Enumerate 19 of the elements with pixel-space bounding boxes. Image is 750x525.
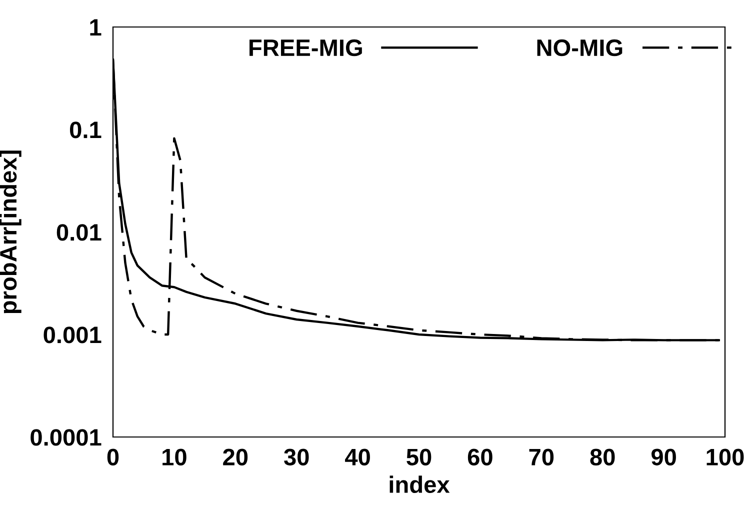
legend-label: FREE-MIG bbox=[250, 39, 362, 56]
y-tick-label: 0.001 bbox=[44, 326, 102, 344]
y-tick-label: 1 bbox=[90, 19, 102, 36]
legend-label: NO-MIG bbox=[537, 39, 622, 56]
x-tick-label: 90 bbox=[651, 448, 676, 466]
x-tick-label: 30 bbox=[284, 448, 309, 466]
x-tick-label: 60 bbox=[468, 448, 492, 466]
x-tick-label: 40 bbox=[345, 448, 370, 466]
y-tick-label: 0.01 bbox=[56, 224, 102, 241]
x-tick-label: 10 bbox=[162, 448, 186, 466]
x-tick-label: 20 bbox=[223, 448, 248, 466]
y-tick-label: 0.1 bbox=[70, 122, 102, 138]
y-tick-label: 0.0001 bbox=[30, 429, 102, 446]
x-tick-label: 100 bbox=[706, 448, 744, 466]
x-tick-label: 70 bbox=[529, 448, 554, 466]
x-tick-label: 0 bbox=[107, 448, 119, 466]
x-tick-label: 50 bbox=[406, 448, 432, 466]
x-axis-title: index bbox=[390, 476, 450, 494]
x-tick-label: 80 bbox=[590, 448, 615, 466]
